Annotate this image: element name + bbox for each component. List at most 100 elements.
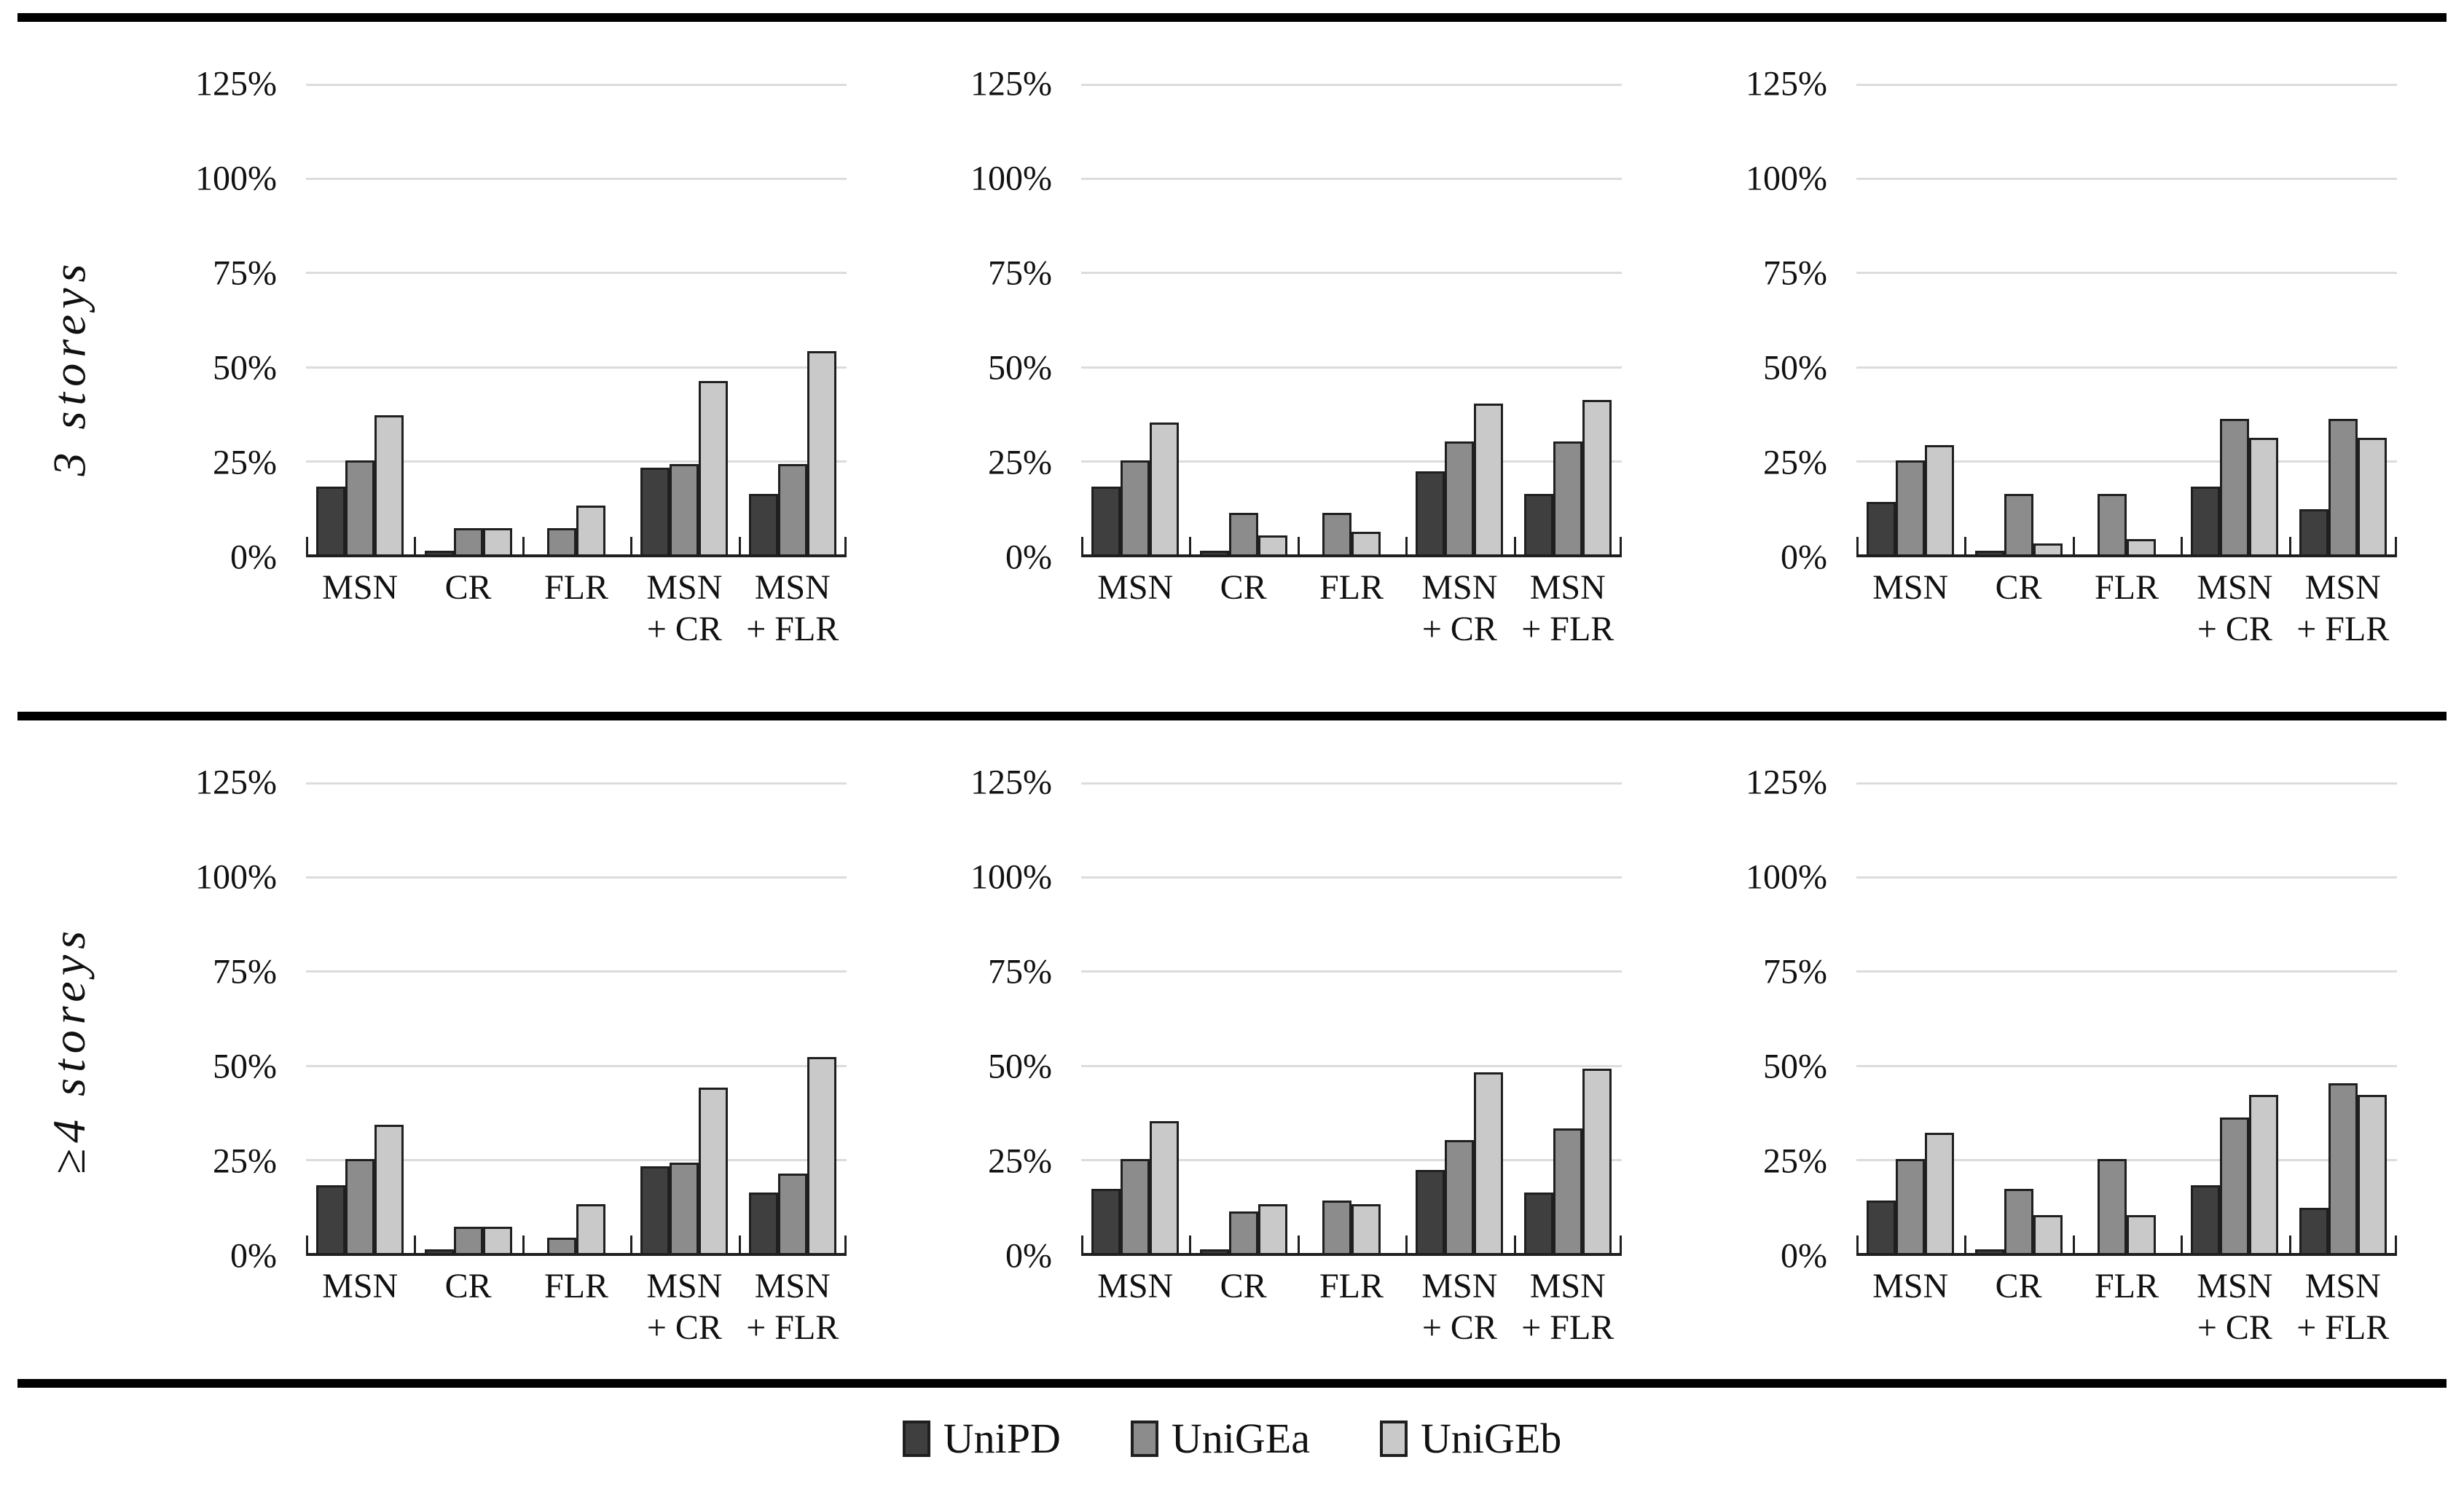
plot-area <box>1856 782 2397 1256</box>
row-label-column: ≥4 storeys <box>0 720 138 1379</box>
x-label-line1: FLR <box>544 1267 608 1305</box>
x-axis-tick <box>1405 537 1408 554</box>
bar-unigeb <box>807 350 836 554</box>
x-axis-labels: MSN CR FLR MSN + CR MSN + FLR <box>1856 567 2397 650</box>
bar-unigea <box>2328 1083 2358 1253</box>
bar-unigeb <box>807 1057 836 1253</box>
x-label-line1: FLR <box>1319 568 1384 607</box>
gridline <box>1856 782 2397 785</box>
x-axis-tick <box>738 1235 741 1253</box>
y-axis-tick-label: 50% <box>988 348 1052 388</box>
bar-unipd <box>2299 1207 2328 1253</box>
bar-unipd <box>640 1166 670 1253</box>
x-axis-category-label: MSN <box>1856 1266 1964 1348</box>
y-axis-tick-label: 125% <box>195 763 277 802</box>
x-label-line2: + CR <box>1421 609 1497 648</box>
x-label-line1: FLR <box>544 568 608 607</box>
bar-unigeb <box>1925 445 1955 554</box>
bar-groups <box>1856 782 2397 1253</box>
bar-unigea <box>453 1226 483 1253</box>
x-axis-labels: MSN CR FLR MSN + CR MSN + FLR <box>306 1266 847 1348</box>
plot-area <box>1081 782 1622 1256</box>
bar-unigea <box>1553 1128 1582 1253</box>
x-label-line2: + CR <box>646 609 722 648</box>
bar-group-flr <box>2073 84 2181 554</box>
x-axis-tick <box>306 537 308 554</box>
bar-group-msn-flr <box>739 782 847 1253</box>
bar-unipd <box>1416 471 1445 554</box>
gridline <box>306 460 847 463</box>
gridline <box>1081 84 1622 86</box>
x-axis-tick <box>630 537 633 554</box>
bar-unigea <box>2328 418 2358 554</box>
gridline <box>1081 460 1622 463</box>
bar-group-cr <box>1189 782 1297 1253</box>
x-label-line1: FLR <box>2094 568 2159 607</box>
bar-unigeb <box>1925 1132 1955 1253</box>
bar-unigeb <box>1474 1072 1504 1253</box>
plot-area <box>306 84 847 557</box>
bar-unigea <box>1228 513 1258 554</box>
bar-chart-4storeys-col1: 125% 100% 75% 50% 25% 0% MSN CR FLR MSN + CR MSN + F… <box>138 720 914 1379</box>
y-axis-tick-label: 0% <box>230 1236 277 1276</box>
bar-unigeb <box>2126 1215 2156 1253</box>
x-axis-tick <box>414 537 417 554</box>
y-axis-tick-label: 125% <box>1746 763 1827 802</box>
x-label-line1: FLR <box>1319 1267 1384 1305</box>
y-axis-tick-label: 75% <box>213 952 277 991</box>
bar-chart-3storeys-col2: 125% 100% 75% 50% 25% 0% MSN CR FLR MSN + CR MSN + F… <box>914 22 1689 712</box>
x-label-line1: MSN <box>1097 568 1174 607</box>
bar-unigeb <box>1351 532 1381 554</box>
y-axis-tick-label: 25% <box>213 443 277 482</box>
legend-item-unipd: UniPD <box>902 1414 1061 1463</box>
y-axis-tick-label: 125% <box>970 64 1052 103</box>
y-axis-tick-label: 125% <box>1746 64 1827 103</box>
gridline <box>1081 782 1622 785</box>
bar-group-cr <box>414 782 522 1253</box>
plot-wrap: MSN CR FLR MSN + CR MSN + FLR <box>1856 58 2397 712</box>
gridline <box>1081 366 1622 369</box>
x-axis-tick <box>1081 537 1083 554</box>
bar-group-msn <box>306 84 414 554</box>
y-axis-tick-label: 0% <box>230 538 277 577</box>
unigea-swatch-icon <box>1130 1420 1158 1457</box>
bar-chart-4storeys-col2: 125% 100% 75% 50% 25% 0% MSN CR FLR MSN + CR MSN + F… <box>914 720 1689 1379</box>
x-label-line2: + FLR <box>2296 1308 2390 1347</box>
bar-unigea <box>453 527 483 554</box>
x-label-line1: MSN <box>754 568 831 607</box>
gridline <box>1856 970 2397 973</box>
legend-label-unipd: UniPD <box>943 1415 1061 1462</box>
bar-unipd <box>424 550 454 554</box>
y-axis-tick-label: 0% <box>1781 1236 1827 1276</box>
gridline <box>1081 1064 1622 1067</box>
bar-unipd <box>1523 1193 1553 1253</box>
y-axis: 125% 100% 75% 50% 25% 0% <box>138 65 306 577</box>
x-label-line1: FLR <box>2094 1267 2159 1305</box>
x-axis-tick <box>844 537 847 554</box>
bar-group-msn-flr <box>1514 84 1622 554</box>
y-axis-tick-label: 25% <box>1763 443 1827 482</box>
bar-unigeb <box>2249 1094 2279 1253</box>
bar-groups <box>1856 84 2397 554</box>
gridline <box>1856 876 2397 879</box>
x-axis-category-label: MSN + CR <box>1405 567 1513 650</box>
y-axis: 125% 100% 75% 50% 25% 0% <box>138 763 306 1276</box>
y-axis-tick-label: 50% <box>213 1047 277 1086</box>
bar-group-cr <box>1964 84 2072 554</box>
x-axis-category-label: CR <box>1189 567 1297 650</box>
gridline <box>1856 84 2397 86</box>
x-axis-labels: MSN CR FLR MSN + CR MSN + FLR <box>1081 567 1622 650</box>
bar-group-msn-cr <box>2181 782 2288 1253</box>
bar-unigea <box>1896 1158 1926 1253</box>
bar-unigeb <box>2357 437 2387 554</box>
bar-group-flr <box>1298 782 1405 1253</box>
x-axis-category-label: CR <box>1964 567 2072 650</box>
legend-label-unigeb: UniGEb <box>1420 1415 1562 1462</box>
bar-group-flr <box>1298 84 1405 554</box>
row-label-4plus-storeys: ≥4 storeys <box>43 924 95 1175</box>
x-axis-category-label: MSN + FLR <box>739 567 847 650</box>
bar-unigea <box>345 1158 375 1253</box>
x-axis-category-label: MSN + FLR <box>2289 567 2397 650</box>
x-label-line1: MSN <box>646 1267 723 1305</box>
bar-unipd <box>748 1193 778 1253</box>
